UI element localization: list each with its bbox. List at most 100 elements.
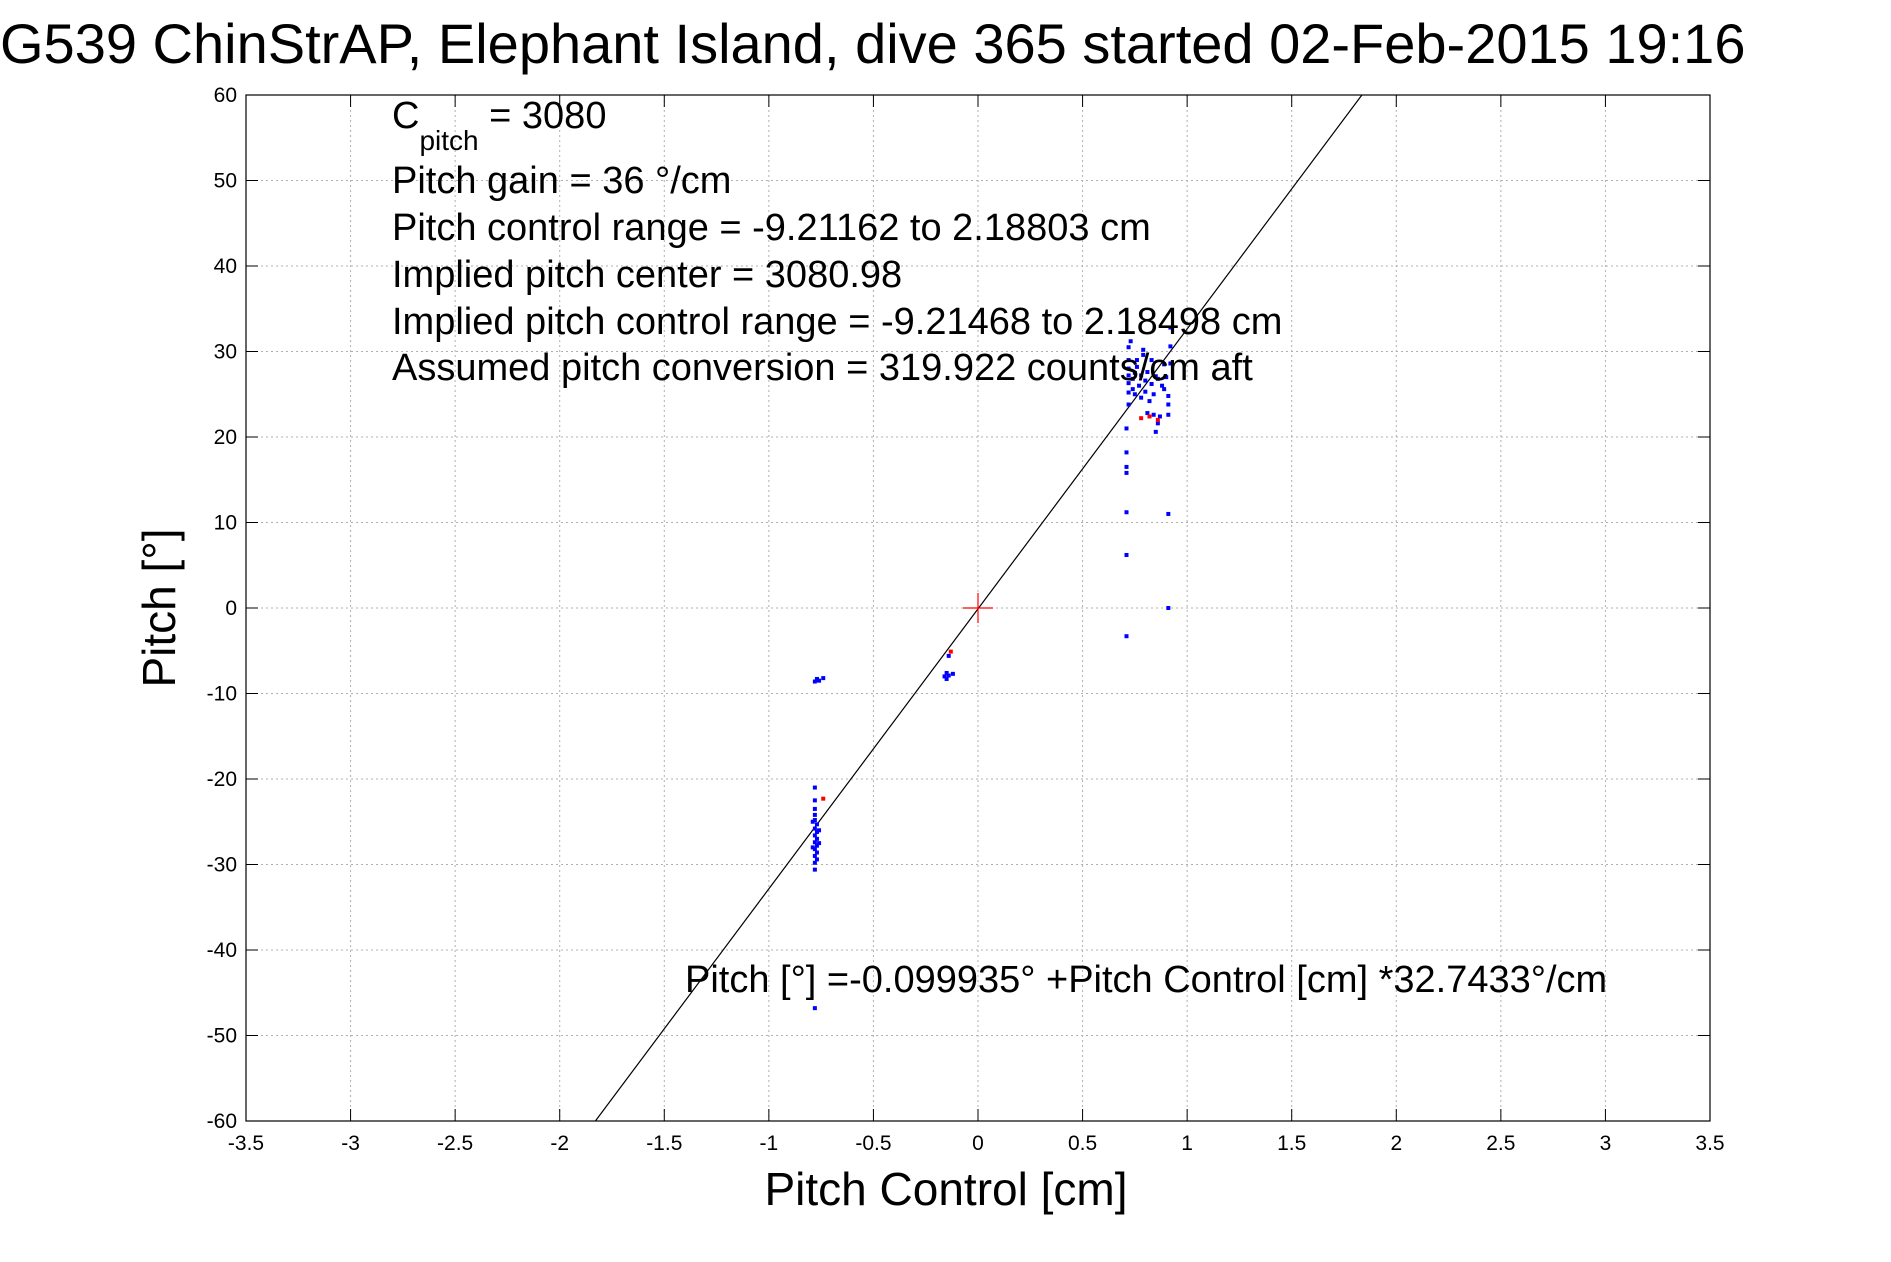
- data-point: [812, 798, 817, 803]
- data-point: [812, 1006, 817, 1011]
- x-tick-label: -2.5: [437, 1132, 473, 1155]
- implied-pitch-control-range-annotation: Implied pitch control range = -9.21468 t…: [392, 301, 1282, 343]
- c-pitch-annotation: Cpitch = 3080: [392, 95, 606, 156]
- data-point: [1160, 383, 1165, 388]
- data-point: [821, 676, 826, 681]
- data-point: [1130, 387, 1135, 392]
- data-point: [1126, 373, 1131, 378]
- data-point: [1145, 370, 1150, 375]
- data-point: [812, 867, 817, 872]
- data-point: [1139, 373, 1144, 378]
- y-tick-label: 20: [214, 426, 237, 449]
- x-tick-label: -0.5: [855, 1132, 891, 1155]
- data-point: [1147, 414, 1152, 419]
- x-tick-label: -3.5: [228, 1132, 264, 1155]
- axis-ticks: -3.5 -3 -2.5 -2 -1.5 -1 -0.5 0 0.5 1 1.5 2 2.5 3 3.5 -6…: [207, 84, 1725, 1155]
- data-point: [1145, 411, 1150, 416]
- data-point: [810, 819, 815, 824]
- data-point: [1168, 325, 1173, 330]
- x-tick-label: 3.5: [1695, 1132, 1724, 1155]
- x-tick-label: -3: [341, 1132, 360, 1155]
- data-point: [946, 673, 951, 678]
- x-tick-label: 0.5: [1068, 1132, 1097, 1155]
- data-point: [812, 847, 817, 852]
- data-point: [1124, 470, 1129, 475]
- data-point: [1151, 392, 1156, 397]
- data-point: [1126, 366, 1131, 371]
- data-point: [817, 678, 822, 683]
- data-point: [950, 671, 955, 676]
- data-point: [948, 649, 953, 654]
- x-tick-label: 3: [1600, 1132, 1612, 1155]
- y-tick-label: -30: [207, 854, 237, 877]
- data-point: [1168, 344, 1173, 349]
- data-point: [1124, 426, 1129, 431]
- y-axis-title: Pitch [°]: [133, 528, 185, 687]
- data-point: [812, 840, 817, 845]
- data-point: [814, 830, 819, 835]
- data-point: [821, 796, 826, 801]
- data-point: [1147, 399, 1152, 404]
- x-tick-label: -2: [550, 1132, 569, 1155]
- data-point: [817, 828, 822, 833]
- data-point: [1155, 421, 1160, 426]
- y-tick-label: -10: [207, 683, 237, 706]
- data-point: [1166, 511, 1171, 516]
- y-tick-label: 10: [214, 512, 237, 535]
- data-point: [810, 845, 815, 850]
- y-tick-label: 50: [214, 170, 237, 193]
- data-point: [812, 833, 817, 838]
- chart-title: G539 ChinStrAP, Elephant Island, dive 36…: [0, 12, 1745, 75]
- x-tick-label: 0: [972, 1132, 984, 1155]
- data-point: [812, 679, 817, 684]
- grid-lines: [246, 95, 1710, 1121]
- data-point: [1166, 393, 1171, 398]
- x-tick-label: 1.5: [1277, 1132, 1306, 1155]
- assumed-pitch-conversion-annotation: Assumed pitch conversion = 319.922 count…: [392, 347, 1253, 389]
- y-tick-label: 30: [214, 341, 237, 364]
- data-point: [1132, 370, 1137, 375]
- y-tick-label: 0: [225, 597, 237, 620]
- data-point: [817, 841, 822, 846]
- data-point: [1126, 345, 1131, 350]
- data-point: [1134, 364, 1139, 369]
- data-point: [1139, 416, 1144, 421]
- y-tick-label: 60: [214, 84, 237, 107]
- pitch-control-range-annotation: Pitch control range = -9.21162 to 2.1880…: [392, 207, 1151, 249]
- data-point: [1149, 358, 1154, 363]
- data-point: [1162, 362, 1167, 367]
- data-point: [1126, 358, 1131, 363]
- x-axis-title: Pitch Control [cm]: [765, 1163, 1128, 1215]
- x-tick-label: 2: [1390, 1132, 1402, 1155]
- data-point: [812, 818, 817, 823]
- data-point: [944, 676, 949, 681]
- data-point: [814, 857, 819, 862]
- c-pitch-symbol: C: [392, 95, 419, 137]
- data-point: [814, 822, 819, 827]
- y-tick-label: -40: [207, 939, 237, 962]
- data-point: [1168, 361, 1173, 366]
- center-marker: [963, 593, 993, 623]
- data-point: [1124, 450, 1129, 455]
- y-tick-label: -20: [207, 768, 237, 791]
- c-pitch-subscript: pitch: [419, 125, 478, 156]
- data-point: [1141, 352, 1146, 357]
- fit-equation-annotation: Pitch [°] =-0.099935° +Pitch Control [cm…: [685, 959, 1607, 1001]
- data-point: [1151, 412, 1156, 417]
- data-point: [1153, 374, 1158, 379]
- data-point: [1149, 381, 1154, 386]
- x-tick-label: -1: [760, 1132, 779, 1155]
- data-point: [1126, 381, 1131, 386]
- data-point: [1166, 606, 1171, 610]
- data-point: [812, 785, 817, 790]
- data-point: [1137, 383, 1142, 388]
- data-point: [1166, 402, 1171, 407]
- data-point: [1132, 392, 1137, 397]
- c-pitch-value: = 3080: [479, 95, 607, 137]
- pitch-gain-annotation: Pitch gain = 36 °/cm: [392, 160, 731, 202]
- data-point: [1153, 429, 1158, 434]
- data-point: [1124, 510, 1129, 515]
- data-point: [814, 836, 819, 841]
- data-point: [1155, 417, 1160, 422]
- data-point: [814, 850, 819, 855]
